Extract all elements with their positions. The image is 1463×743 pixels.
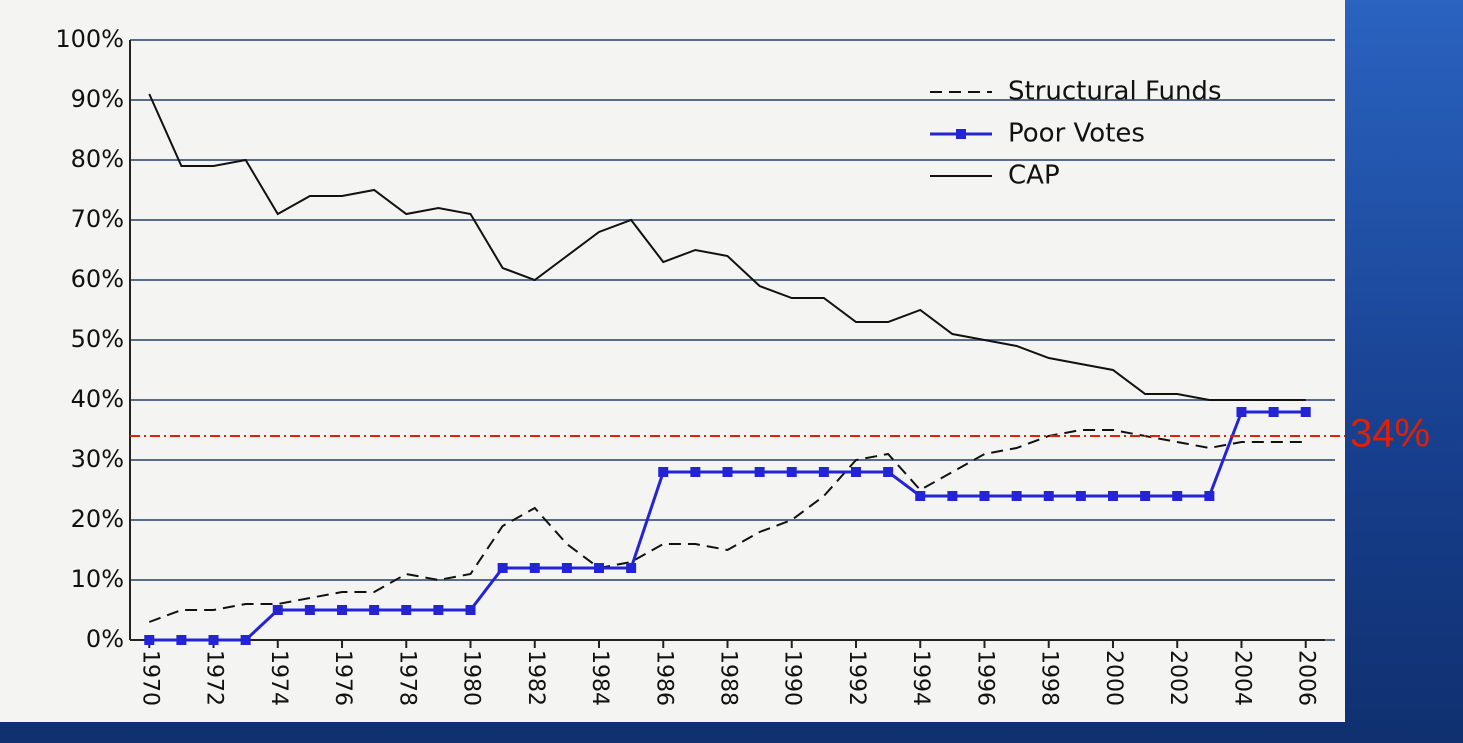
point-marker xyxy=(240,635,251,645)
x-tick-label: 1992 xyxy=(844,650,869,706)
x-tick-label: 1970 xyxy=(137,650,162,706)
x-tick-label: 1974 xyxy=(266,650,291,706)
point-marker xyxy=(818,467,829,477)
point-marker xyxy=(594,563,605,573)
y-tick-label: 20% xyxy=(71,505,124,533)
point-marker xyxy=(497,563,508,573)
x-tick-label: 1986 xyxy=(651,650,676,706)
point-marker xyxy=(465,605,476,615)
point-marker xyxy=(561,563,572,573)
x-tick-label: 2004 xyxy=(1229,650,1254,706)
point-marker xyxy=(1300,407,1311,417)
x-tick-label: 1994 xyxy=(908,650,933,706)
legend-label: Poor Votes xyxy=(1008,119,1145,149)
point-marker xyxy=(433,605,444,615)
x-tick-label: 2002 xyxy=(1165,650,1190,706)
point-marker xyxy=(947,491,958,501)
legend-label: CAP xyxy=(1008,161,1060,191)
x-tick-label: 1984 xyxy=(587,650,612,706)
x-tick-label: 1998 xyxy=(1037,650,1062,706)
y-tick-label: 70% xyxy=(71,205,124,233)
point-marker xyxy=(1043,491,1054,501)
point-marker xyxy=(337,605,348,615)
point-marker xyxy=(144,635,155,645)
point-marker xyxy=(1204,491,1215,501)
series-line xyxy=(148,93,1306,401)
point-marker xyxy=(1107,491,1118,501)
point-marker xyxy=(1011,491,1022,501)
y-tick-label: 80% xyxy=(71,145,124,173)
point-marker xyxy=(690,467,701,477)
chart-background xyxy=(0,0,1345,722)
x-tick-label: 1972 xyxy=(202,650,227,706)
point-marker xyxy=(786,467,797,477)
point-marker xyxy=(176,635,187,645)
series-line xyxy=(148,429,1306,623)
y-tick-label: 60% xyxy=(71,265,124,293)
point-marker xyxy=(979,491,990,501)
y-tick-label: 40% xyxy=(71,385,124,413)
point-marker xyxy=(208,635,219,645)
point-marker xyxy=(722,467,733,477)
y-tick-label: 100% xyxy=(55,25,124,53)
point-marker xyxy=(1236,407,1247,417)
point-marker xyxy=(1172,491,1183,501)
y-tick-label: 90% xyxy=(71,85,124,113)
point-marker xyxy=(1268,407,1279,417)
y-tick-label: 30% xyxy=(71,445,124,473)
point-marker xyxy=(850,467,861,477)
point-marker xyxy=(915,491,926,501)
point-marker xyxy=(1075,491,1086,501)
point-marker xyxy=(1140,491,1151,501)
x-tick-label: 1976 xyxy=(330,650,355,706)
point-marker xyxy=(401,605,412,615)
point-marker xyxy=(658,467,669,477)
x-tick-label: 1996 xyxy=(972,650,997,706)
point-marker xyxy=(883,467,894,477)
y-tick-label: 0% xyxy=(86,625,124,653)
x-tick-label: 1990 xyxy=(780,650,805,706)
legend-marker xyxy=(956,129,966,139)
point-marker xyxy=(754,467,765,477)
x-tick-label: 1980 xyxy=(459,650,484,706)
legend-label: Structural Funds xyxy=(1008,77,1221,107)
annotation-label: 34% xyxy=(1350,412,1430,456)
x-tick-label: 2006 xyxy=(1294,650,1319,706)
point-marker xyxy=(304,605,315,615)
y-tick-label: 50% xyxy=(71,325,124,353)
point-marker xyxy=(626,563,637,573)
x-tick-label: 1982 xyxy=(523,650,548,706)
y-tick-label: 10% xyxy=(71,565,124,593)
x-tick-label: 1978 xyxy=(394,650,419,706)
point-marker xyxy=(529,563,540,573)
x-tick-label: 1988 xyxy=(716,650,741,706)
point-marker xyxy=(272,605,283,615)
x-tick-label: 2000 xyxy=(1101,650,1126,706)
point-marker xyxy=(369,605,380,615)
